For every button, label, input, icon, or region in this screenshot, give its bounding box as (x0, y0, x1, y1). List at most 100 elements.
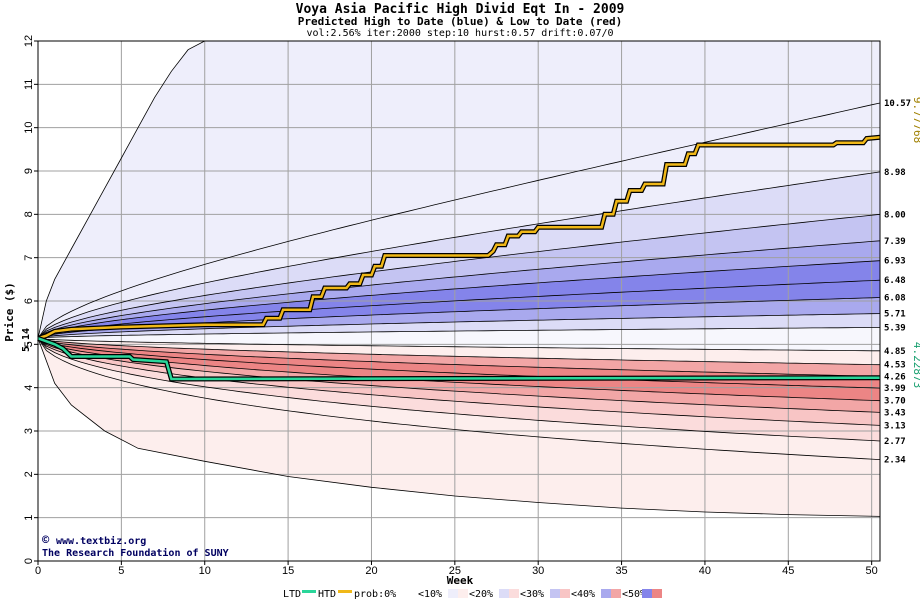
percentile-curve-1 (38, 171, 880, 339)
end-label-10: 4.53 (884, 361, 906, 371)
x-tick-label-10: 10 (199, 565, 211, 577)
legend: LTD HTD prob:0% <10% <20% <30% <40% <50% (283, 589, 662, 600)
legend-swatch-red-4 (611, 589, 621, 598)
zone-blue-lt50a (38, 260, 880, 339)
credit-url: www.textbiz.org (56, 535, 146, 547)
y-tick-label-6: 6 (23, 298, 35, 304)
right-labels: 10.57 8.98 8.00 7.39 6.93 6.48 6.08 5.71 5.39 4.8… (884, 99, 911, 466)
end-label-14: 3.43 (884, 408, 906, 418)
grid-lines (38, 40, 880, 561)
end-label-0: 10.57 (884, 99, 911, 109)
legend-zone-2: <20% (469, 589, 493, 600)
y-tick-label-8: 8 (23, 211, 35, 217)
last-high-label: 9.77768 (911, 97, 920, 143)
x-axis-label: Week (447, 574, 474, 587)
legend-swatch-red-1 (458, 589, 468, 598)
y-tick-label-1: 1 (23, 515, 35, 521)
y-tick-label-9: 9 (23, 168, 35, 174)
y-tick-label-0: 0 (23, 558, 35, 564)
legend-zone-4: <40% (571, 589, 595, 600)
percentile-curves (38, 41, 880, 517)
percentile-curve-11 (38, 337, 880, 377)
last-low-label: 4.22873 (911, 342, 920, 388)
y-axis-label: Price ($) (3, 282, 16, 342)
legend-ltd-swatch (302, 590, 316, 593)
y-tick-label-3: 3 (23, 428, 35, 434)
end-label-6: 6.08 (884, 294, 906, 304)
zone-median (38, 327, 880, 351)
percentile-curve-9 (38, 337, 880, 352)
x-tick-label-15: 15 (282, 565, 294, 577)
x-tick-label-20: 20 (365, 565, 377, 577)
y-tick-label-10: 10 (23, 122, 35, 134)
end-label-13: 3.70 (884, 397, 906, 407)
percentile-curve-16 (38, 338, 880, 442)
x-tick-label-50: 50 (866, 565, 878, 577)
x-tick-label-25: 25 (449, 565, 461, 577)
chart-title: Voya Asia Pacific High Divid Eqt In - 20… (296, 2, 625, 17)
low-to-date-line (37, 337, 881, 381)
x-tick-label-5: 5 (118, 565, 124, 577)
lower-envelope (38, 338, 880, 517)
x-tick-label-0: 0 (35, 565, 41, 577)
y-tick-label-11: 11 (23, 79, 35, 90)
y-tick-label-2: 2 (23, 471, 35, 477)
legend-swatch-0 (397, 589, 417, 598)
percentile-curve-13 (38, 337, 880, 402)
chart-subtitle: Predicted High to Date (blue) & Low to D… (298, 15, 623, 28)
zone-red-lt20 (38, 338, 880, 441)
zone-blue-lt40 (38, 240, 880, 339)
y-tick-label-4: 4 (23, 385, 35, 391)
legend-zone-5: <50% (622, 589, 646, 600)
zone-red-lt40 (38, 338, 880, 413)
legend-zone-1: <10% (418, 589, 442, 600)
end-label-11: 4.26 (884, 372, 906, 382)
percentile-curve-8 (38, 327, 880, 339)
x-tick-label-35: 35 (615, 565, 627, 577)
percentile-curve-15 (38, 338, 880, 426)
percentile-curve-2 (38, 213, 880, 339)
x-tick-label-30: 30 (532, 565, 544, 577)
zone-red-lt10-outer (38, 338, 880, 517)
end-label-7: 5.71 (884, 310, 906, 320)
legend-htd-swatch (338, 590, 352, 593)
end-label-8: 5.39 (884, 323, 906, 333)
zone-blue-lt50b (38, 280, 880, 339)
end-label-17: 2.34 (884, 456, 906, 466)
end-label-16: 2.77 (884, 437, 906, 447)
y-tick-label-5: 5 (23, 341, 35, 347)
percentile-curve-10 (38, 337, 880, 366)
legend-swatch-red-5 (652, 589, 662, 598)
probability-zones (38, 41, 880, 517)
x-tick-label-40: 40 (699, 565, 711, 577)
percentile-curve-17 (38, 338, 880, 460)
zone-red-lt40a (38, 338, 880, 377)
upper-envelope (38, 41, 205, 339)
credit-symbol: © (42, 533, 50, 547)
zone-red-lt30 (38, 338, 880, 426)
legend-swatch-blue-5 (642, 589, 652, 598)
percentile-curve-0 (38, 102, 880, 339)
date-paths (37, 134, 881, 382)
percentile-curve-12 (38, 337, 880, 389)
y-tick-label-7: 7 (23, 255, 35, 261)
zone-blue-lt10-outer (38, 41, 880, 339)
zone-blue-lt20b (38, 313, 880, 339)
zone-red-lt10a (38, 338, 880, 365)
percentile-curve-7 (38, 313, 880, 339)
chart-params: vol:2.56% iter:2000 step:10 hurst:0.57 d… (306, 28, 613, 39)
legend-htd-label: HTD (318, 589, 336, 600)
end-label-5: 6.48 (884, 276, 906, 286)
percentile-curve-4 (38, 260, 880, 339)
start-price-label: 5.14 (21, 328, 32, 352)
legend-swatch-red-2 (509, 589, 519, 598)
credit-org: The Research Foundation of SUNY (42, 547, 229, 559)
zone-blue-lt40b (38, 297, 880, 339)
percentile-curve-3 (38, 240, 880, 339)
end-label-9: 4.85 (884, 347, 906, 357)
x-tick-label-45: 45 (782, 565, 794, 577)
legend-ltd-label: LTD (283, 589, 301, 600)
end-label-3: 7.39 (884, 237, 906, 247)
